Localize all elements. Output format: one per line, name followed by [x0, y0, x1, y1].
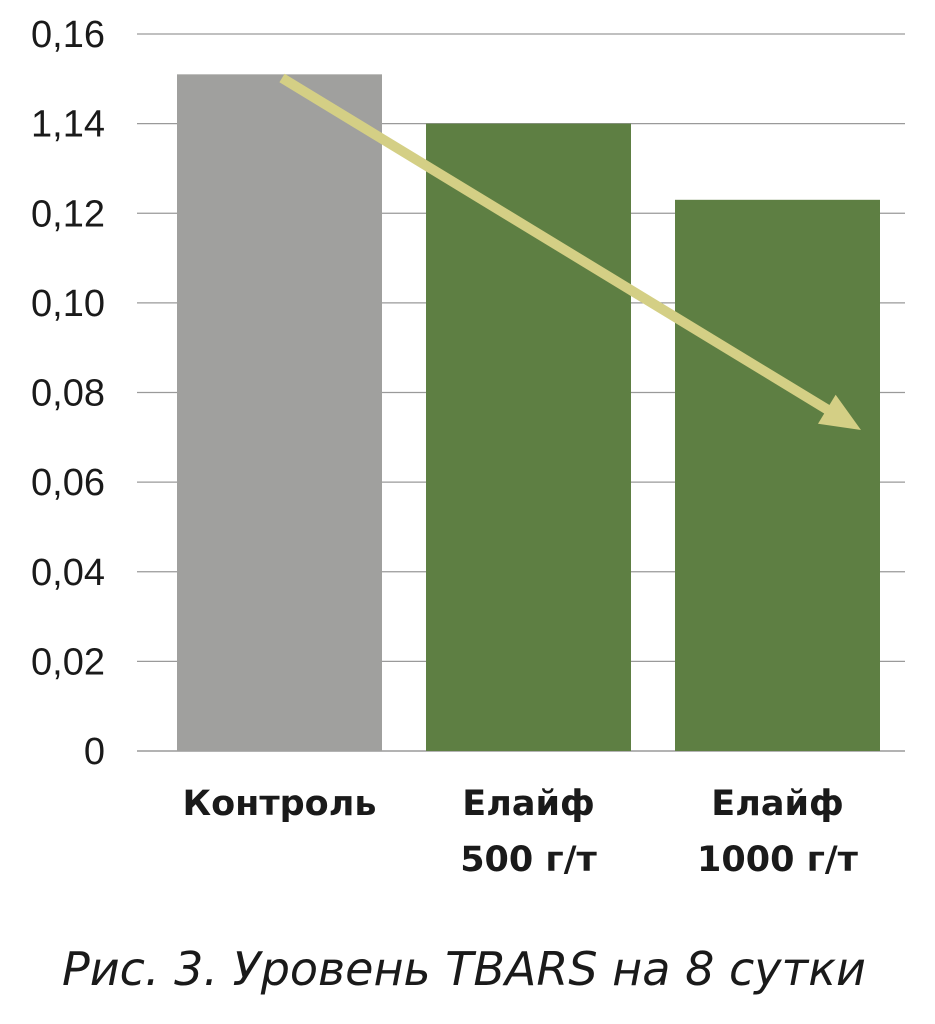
y-tick-label: 1,14: [31, 104, 105, 146]
category-label: Елайф: [462, 784, 594, 824]
category-label: 1000 г/т: [697, 840, 859, 880]
y-tick-label: 0,02: [31, 641, 105, 683]
y-tick-label: 0,06: [31, 462, 105, 504]
y-tick-label: 0,08: [31, 373, 105, 415]
y-tick-label: 0,10: [31, 283, 105, 325]
bar: [426, 123, 631, 751]
y-tick-labels: 0 0,02 0,04 0,06 0,08 0,10 0,12 1,14 0,16: [31, 14, 105, 773]
y-tick-label: 0: [84, 731, 105, 773]
category-label: Контроль: [183, 784, 377, 824]
bar: [177, 74, 382, 752]
category-label: 500 г/т: [460, 840, 597, 880]
category-label: Елайф: [711, 784, 843, 824]
category-labels: Контроль Елайф 500 г/т Елайф 1000 г/т: [183, 784, 859, 880]
trend-arrow-shaft: [279, 73, 833, 416]
bars: [177, 74, 880, 752]
y-tick-label: 0,16: [31, 14, 105, 56]
bar-chart: 0 0,02 0,04 0,06 0,08 0,10 0,12 1,14 0,16 Контро…: [31, 14, 905, 880]
figure-caption: Рис. 3. Уровень TBARS на 8 сутки: [62, 942, 866, 996]
y-tick-label: 0,04: [31, 552, 105, 594]
bar: [675, 199, 880, 751]
trend-arrow: [279, 73, 861, 430]
y-tick-label: 0,12: [31, 193, 105, 235]
trend-arrow-head: [817, 394, 861, 430]
